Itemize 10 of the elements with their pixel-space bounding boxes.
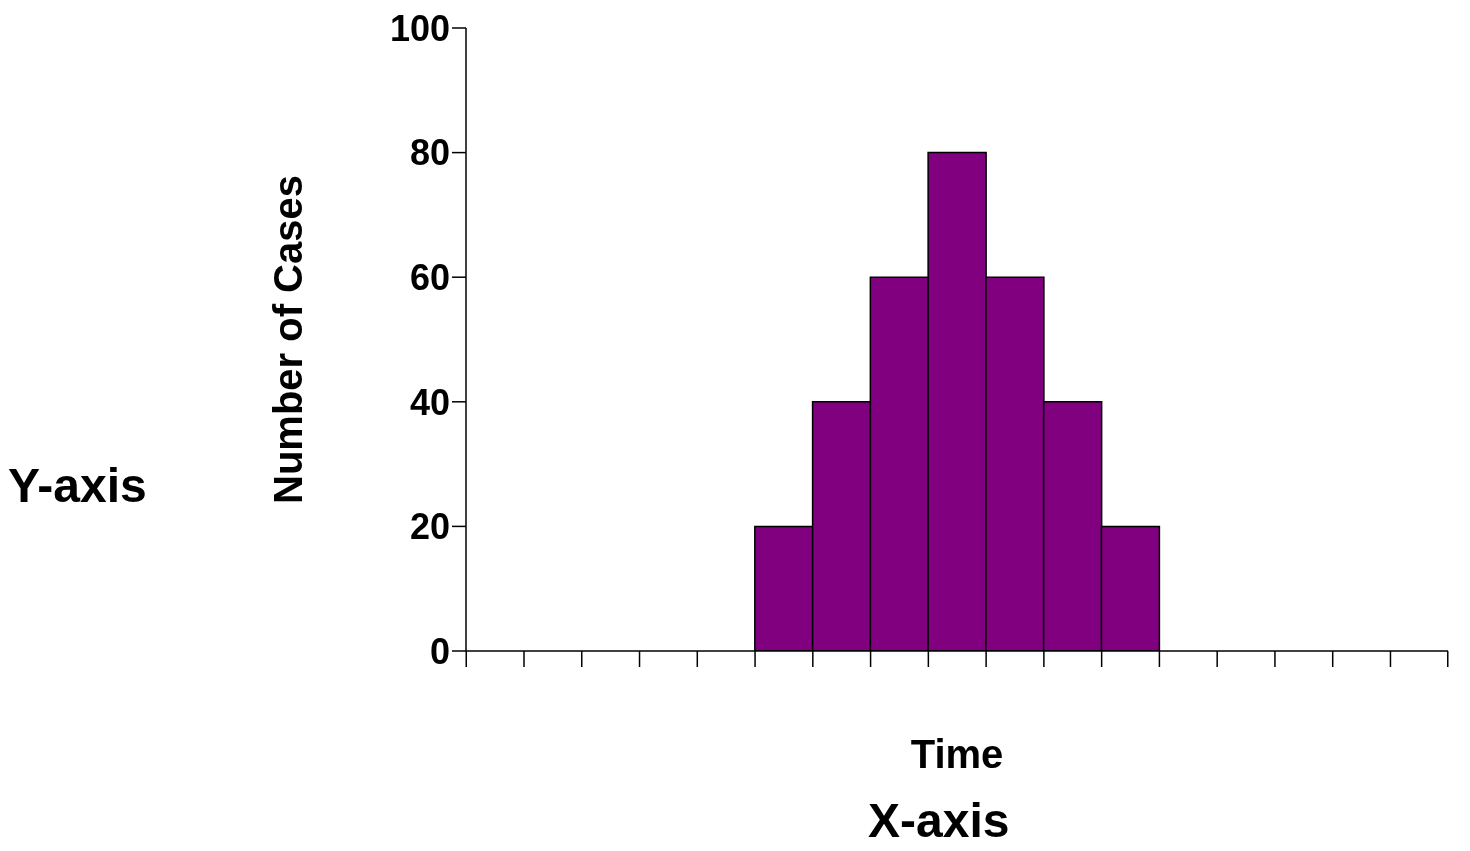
y-tick-label: 100 [389,7,450,49]
y-tick-label: 40 [409,381,450,423]
y-tick-label: 60 [409,256,450,298]
y-tick-label: 20 [409,506,450,548]
y-axis-title: Number of Cases [266,175,311,504]
text: X-axis [868,793,1010,848]
x-axis-title: Time [910,732,1004,776]
y-tick-label: 0 [429,630,450,672]
text: Y-axis [8,458,147,513]
y-tick-label: 80 [409,132,450,174]
